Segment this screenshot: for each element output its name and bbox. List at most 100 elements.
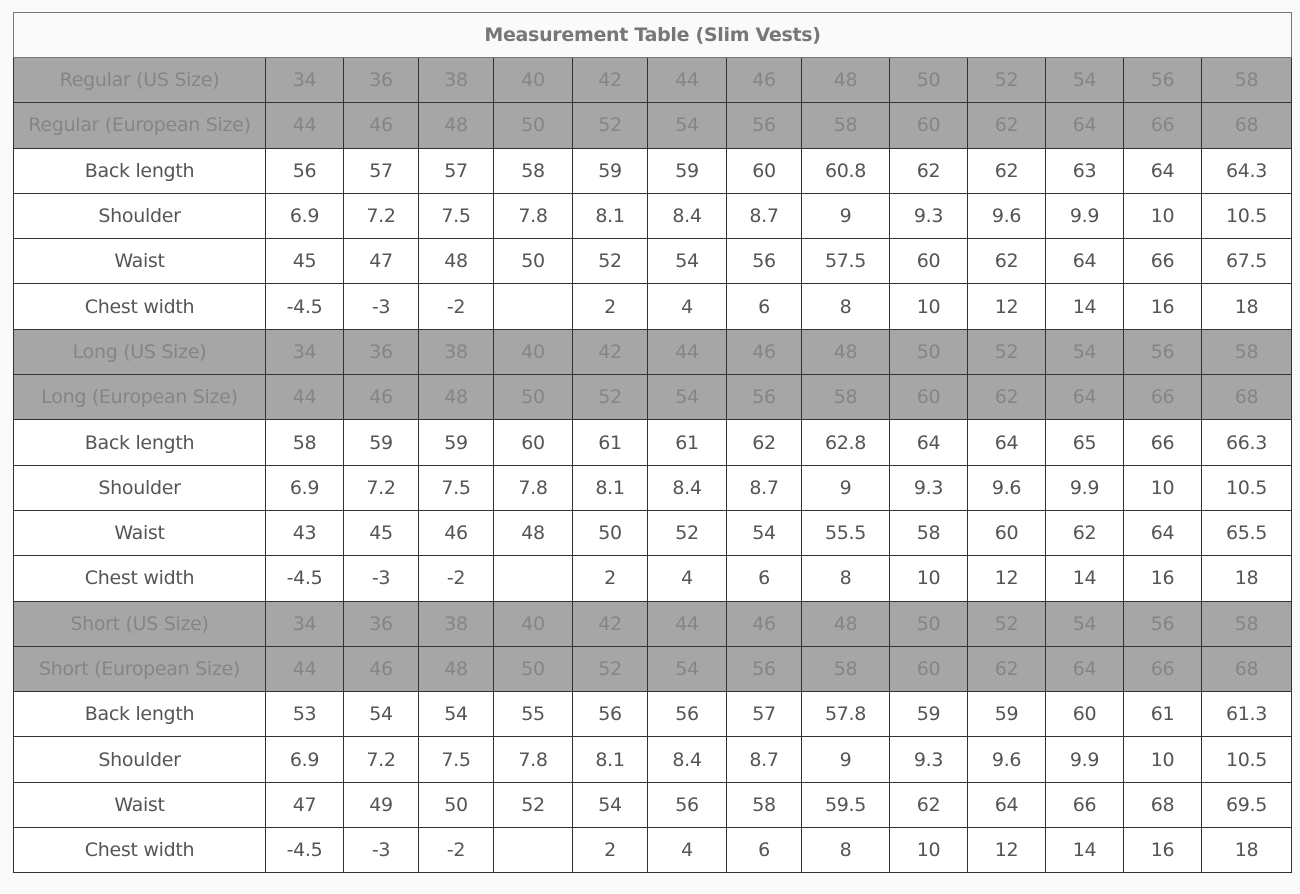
table-cell: 59 bbox=[572, 147, 648, 194]
table-cell: 56 bbox=[726, 374, 802, 421]
measurement-row: Shoulder 6.9 7.2 7.5 7.8 8.1 8.4 8.7 9 9.3 9.6 9.9 1… bbox=[13, 464, 1292, 511]
table-cell: 50 bbox=[493, 374, 573, 421]
table-cell: 66.3 bbox=[1201, 419, 1292, 466]
table-cell: 47 bbox=[265, 781, 344, 829]
table-cell: 50 bbox=[493, 645, 573, 693]
table-cell: 64 bbox=[889, 419, 968, 466]
table-cell: 6.9 bbox=[265, 736, 344, 783]
table-cell: 60 bbox=[889, 102, 968, 149]
table-cell: 52 bbox=[967, 328, 1046, 376]
table-cell: 7.8 bbox=[493, 736, 573, 783]
table-cell: 64 bbox=[967, 419, 1046, 466]
table-cell: 52 bbox=[967, 600, 1046, 647]
table-cell: 9.3 bbox=[889, 736, 968, 783]
table-cell: 50 bbox=[889, 328, 968, 376]
table-cell: 44 bbox=[265, 645, 344, 693]
table-cell: 8.1 bbox=[572, 192, 648, 240]
table-cell: 8 bbox=[801, 827, 890, 874]
table-cell: 61.3 bbox=[1201, 691, 1292, 738]
table-cell: 40 bbox=[493, 56, 573, 104]
table-cell: 64 bbox=[1123, 509, 1202, 557]
table-cell: 48 bbox=[801, 328, 890, 376]
table-cell: 56 bbox=[1123, 328, 1202, 376]
table-cell: -2 bbox=[418, 283, 494, 330]
table-cell: 7.5 bbox=[418, 464, 494, 511]
table-cell: 54 bbox=[647, 374, 727, 421]
table-cell: 68 bbox=[1201, 645, 1292, 693]
table-cell: 45 bbox=[265, 238, 344, 285]
table-cell: 55 bbox=[493, 691, 573, 738]
table-cell: 36 bbox=[343, 56, 419, 104]
table-cell: 54 bbox=[726, 509, 802, 557]
table-cell: 48 bbox=[418, 238, 494, 285]
table-cell: 9.6 bbox=[967, 464, 1046, 511]
table-cell: 48 bbox=[493, 509, 573, 557]
table-cell: 62 bbox=[726, 419, 802, 466]
table-cell: 58 bbox=[1201, 328, 1292, 376]
table-cell: 10.5 bbox=[1201, 464, 1292, 511]
table-cell: 4 bbox=[647, 555, 727, 602]
row-label: Long (US Size) bbox=[13, 328, 266, 376]
table-cell: 14 bbox=[1045, 283, 1124, 330]
table-cell: 10 bbox=[889, 827, 968, 874]
table-cell: 2 bbox=[572, 283, 648, 330]
table-cell: 66 bbox=[1123, 645, 1202, 693]
table-cell: 58 bbox=[726, 781, 802, 829]
table-cell: 40 bbox=[493, 600, 573, 647]
measurement-row: Back length 53 54 54 55 56 56 57 57.8 59 59 60 61 61.… bbox=[13, 691, 1292, 738]
table-cell: 62 bbox=[889, 781, 968, 829]
measurement-row: Back length 56 57 57 58 59 59 60 60.8 62 62 63 64 64.… bbox=[13, 147, 1292, 194]
table-cell: 55.5 bbox=[801, 509, 890, 557]
row-label: Short (US Size) bbox=[13, 600, 266, 647]
table-cell: 66 bbox=[1123, 419, 1202, 466]
table-cell: 61 bbox=[647, 419, 727, 466]
row-label: Short (European Size) bbox=[13, 645, 266, 693]
table-cell: 64 bbox=[967, 781, 1046, 829]
table-cell: 42 bbox=[572, 600, 648, 647]
table-cell: 16 bbox=[1123, 283, 1202, 330]
table-cell: 10 bbox=[1123, 464, 1202, 511]
table-cell: 9.9 bbox=[1045, 192, 1124, 240]
table-cell: 50 bbox=[493, 102, 573, 149]
row-label: Regular (US Size) bbox=[13, 56, 266, 104]
table-cell: 59 bbox=[418, 419, 494, 466]
table-cell: -4.5 bbox=[265, 283, 344, 330]
table-cell: 64 bbox=[1045, 102, 1124, 149]
table-cell: 38 bbox=[418, 328, 494, 376]
size-header-row: Short (European Size) 44 46 48 50 52 54 56 58 60 6… bbox=[13, 645, 1292, 693]
table-cell: -4.5 bbox=[265, 827, 344, 874]
table-cell: 62 bbox=[967, 102, 1046, 149]
table-cell: 7.2 bbox=[343, 464, 419, 511]
table-cell: 10.5 bbox=[1201, 736, 1292, 783]
size-header-row: Short (US Size) 34 36 38 40 42 44 46 48 50 52 54 56 5… bbox=[13, 600, 1292, 647]
row-label: Long (European Size) bbox=[13, 374, 266, 421]
table-cell: 9.9 bbox=[1045, 464, 1124, 511]
table-cell: 10 bbox=[889, 283, 968, 330]
table-cell: 18 bbox=[1201, 555, 1292, 602]
row-label: Chest width bbox=[13, 555, 266, 602]
table-cell: 7.5 bbox=[418, 192, 494, 240]
table-cell: 44 bbox=[265, 374, 344, 421]
table-cell: 14 bbox=[1045, 555, 1124, 602]
table-cell: 56 bbox=[1123, 600, 1202, 647]
table-cell: 44 bbox=[265, 102, 344, 149]
table-cell: 8.7 bbox=[726, 736, 802, 783]
table-cell: 8.7 bbox=[726, 464, 802, 511]
table-cell: 8 bbox=[801, 283, 890, 330]
table-cell: 52 bbox=[967, 56, 1046, 104]
table-cell: 8.7 bbox=[726, 192, 802, 240]
table-cell: 64 bbox=[1123, 147, 1202, 194]
table-cell: 64 bbox=[1045, 645, 1124, 693]
table-cell: 8 bbox=[801, 555, 890, 602]
measurement-row: Waist 43 45 46 48 50 52 54 55.5 58 60 62 64 65.5 bbox=[13, 509, 1292, 557]
measurement-row: Shoulder 6.9 7.2 7.5 7.8 8.1 8.4 8.7 9 9.3 9.6 9.9 1… bbox=[13, 736, 1292, 783]
table-cell: 62 bbox=[967, 147, 1046, 194]
table-cell: 58 bbox=[493, 147, 573, 194]
measurement-row: Back length 58 59 59 60 61 61 62 62.8 64 64 65 66 66.… bbox=[13, 419, 1292, 466]
row-label: Waist bbox=[13, 509, 266, 557]
table-cell: 64.3 bbox=[1201, 147, 1292, 194]
measurement-row: Shoulder 6.9 7.2 7.5 7.8 8.1 8.4 8.7 9 9.3 9.6 9.9 1… bbox=[13, 192, 1292, 240]
table-cell: -3 bbox=[343, 555, 419, 602]
table-cell: 60 bbox=[1045, 691, 1124, 738]
table-cell: 34 bbox=[265, 56, 344, 104]
